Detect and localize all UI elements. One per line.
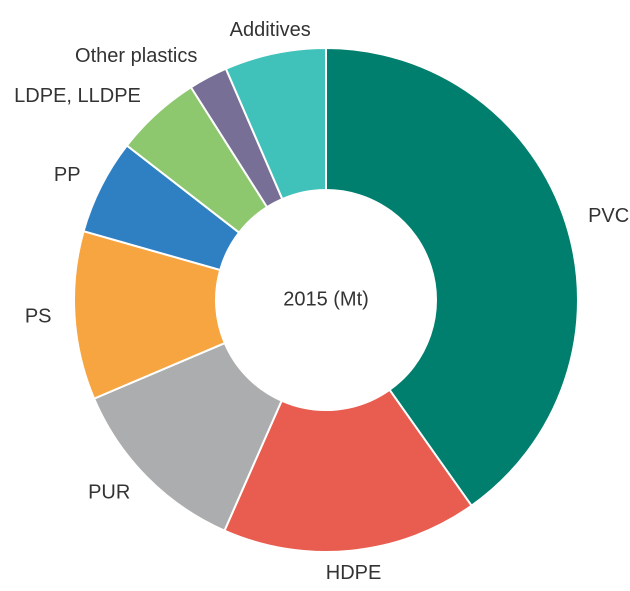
slice-label: LDPE, LLDPE xyxy=(14,85,141,107)
slice xyxy=(223,388,473,553)
slice xyxy=(224,46,327,201)
slice-label: PS xyxy=(25,306,52,328)
slice-label: HDPE xyxy=(326,562,382,584)
slice-label: PP xyxy=(54,164,81,186)
center-label: 2015 (Mt) xyxy=(283,288,369,310)
slice-label: Other plastics xyxy=(75,45,197,67)
slice-label: PVC xyxy=(588,205,629,227)
slice-label: Additives xyxy=(230,19,311,41)
slice xyxy=(325,46,579,508)
slice xyxy=(92,341,283,532)
slice-label: PUR xyxy=(88,482,130,504)
